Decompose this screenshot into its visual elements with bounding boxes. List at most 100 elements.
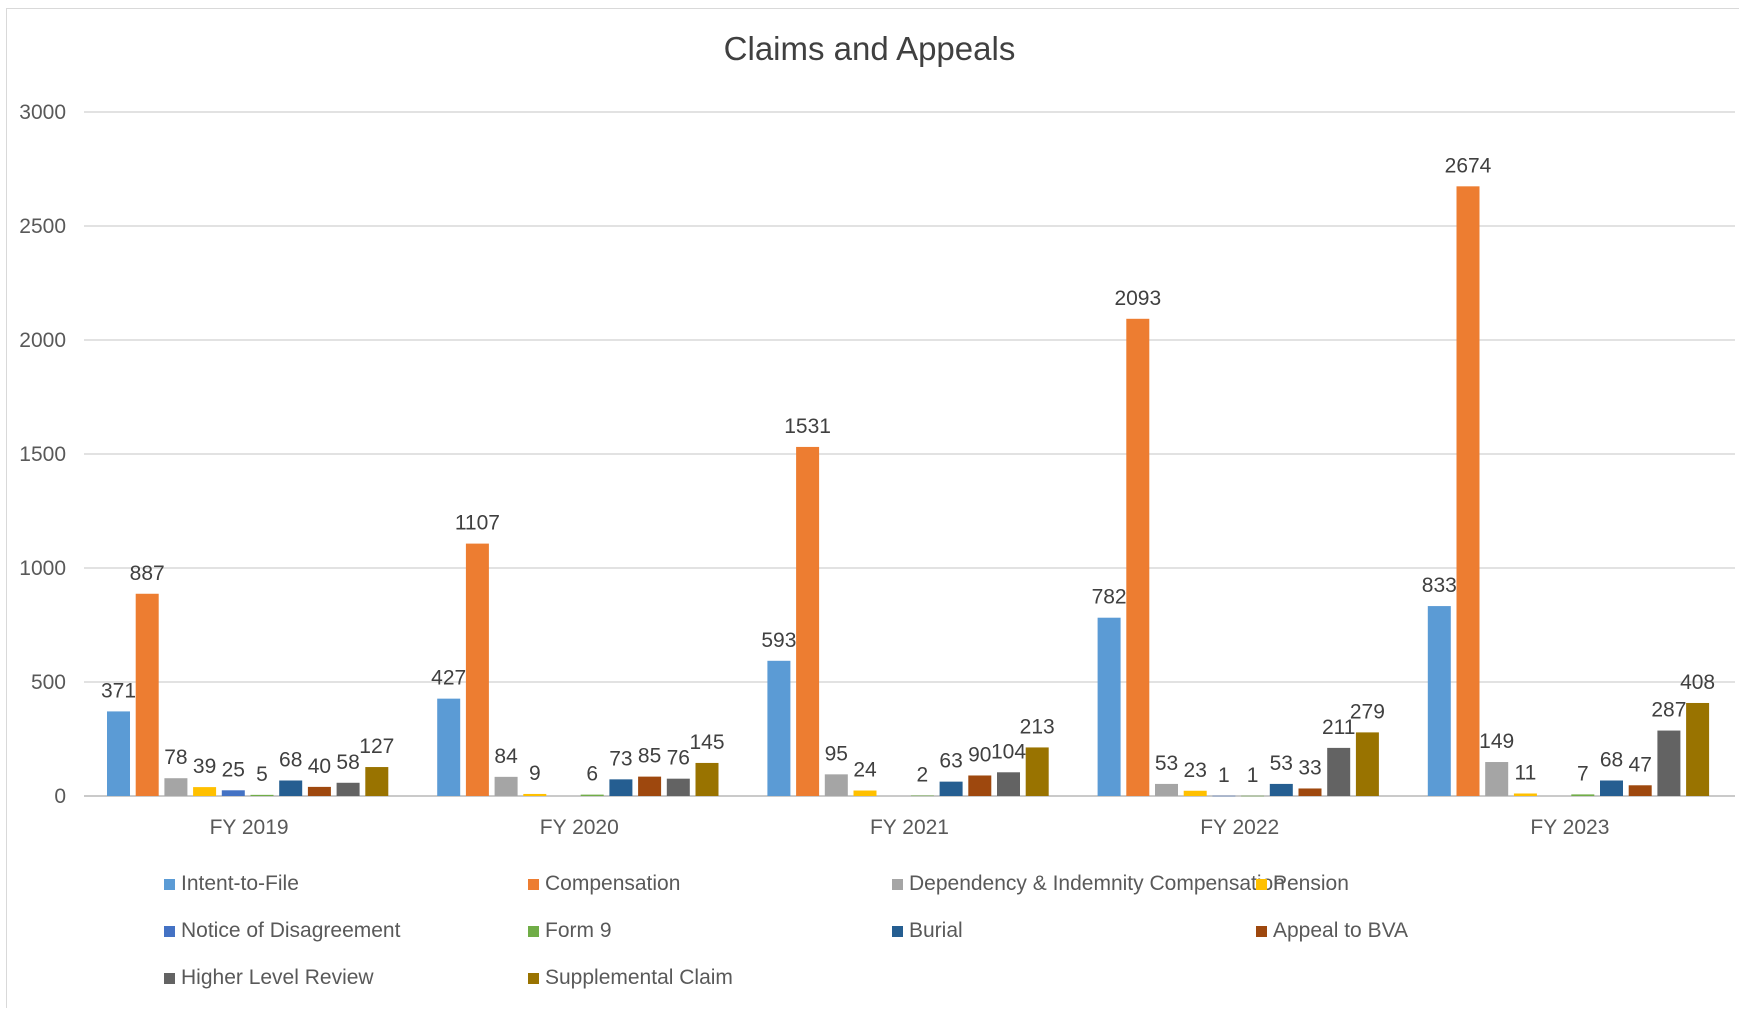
data-label: 84 xyxy=(494,745,518,768)
chart-title: Claims and Appeals xyxy=(723,30,1016,67)
x-tick-label: FY 2023 xyxy=(1530,816,1609,839)
data-label: 78 xyxy=(164,746,187,769)
y-tick-label: 500 xyxy=(31,671,66,694)
data-label: 40 xyxy=(308,755,331,778)
bar xyxy=(1571,794,1595,796)
bar xyxy=(1355,732,1379,796)
bar xyxy=(767,660,791,796)
bar xyxy=(135,593,159,796)
bar xyxy=(307,786,331,796)
data-label: 1 xyxy=(1218,764,1230,787)
bar xyxy=(465,543,489,796)
bar xyxy=(695,762,719,796)
data-label: 76 xyxy=(667,747,690,770)
bar xyxy=(1456,186,1480,796)
data-label: 887 xyxy=(130,562,165,585)
data-label: 1107 xyxy=(455,512,500,535)
y-tick-label: 2000 xyxy=(19,329,66,352)
bar xyxy=(1269,783,1293,796)
data-label: 58 xyxy=(336,751,359,774)
data-label: 371 xyxy=(101,679,136,702)
y-tick-label: 3000 xyxy=(19,101,66,124)
data-label: 213 xyxy=(1020,715,1055,738)
data-label: 2093 xyxy=(1114,287,1161,310)
data-label: 95 xyxy=(825,742,848,765)
bar xyxy=(1485,762,1509,796)
bar xyxy=(523,793,547,796)
bar xyxy=(1298,788,1322,796)
y-tick-label: 0 xyxy=(54,785,66,808)
data-label: 1531 xyxy=(784,415,831,438)
bar xyxy=(107,711,130,796)
bar xyxy=(997,772,1020,796)
bar xyxy=(1212,795,1236,797)
bar xyxy=(1686,702,1710,796)
data-label: 33 xyxy=(1298,756,1321,779)
data-label: 2 xyxy=(917,764,929,787)
bar xyxy=(164,778,188,796)
data-label: 287 xyxy=(1651,699,1686,722)
bar xyxy=(1183,790,1207,796)
data-label: 47 xyxy=(1629,753,1652,776)
bar xyxy=(1513,793,1537,796)
bar xyxy=(1241,795,1265,797)
data-label: 149 xyxy=(1479,730,1514,753)
data-label: 593 xyxy=(761,629,796,652)
data-label: 68 xyxy=(1600,748,1623,771)
data-label: 73 xyxy=(609,747,632,770)
bar xyxy=(939,781,963,796)
data-label: 23 xyxy=(1184,759,1207,782)
data-label: 68 xyxy=(279,748,302,771)
bar xyxy=(1126,318,1150,796)
data-label: 833 xyxy=(1422,574,1457,597)
x-tick-label: FY 2019 xyxy=(210,816,289,839)
data-label: 11 xyxy=(1514,761,1536,784)
data-label: 5 xyxy=(256,763,268,786)
bar xyxy=(824,774,848,796)
bar xyxy=(910,795,934,797)
bar xyxy=(968,775,992,796)
bar xyxy=(666,778,690,796)
bar xyxy=(336,782,360,796)
y-tick-label: 1500 xyxy=(19,443,66,466)
bar xyxy=(609,779,633,796)
data-label: 104 xyxy=(991,740,1026,763)
bar xyxy=(494,776,518,796)
data-label: 427 xyxy=(431,667,466,690)
y-tick-label: 1000 xyxy=(19,557,66,580)
bar xyxy=(796,446,820,796)
data-label: 279 xyxy=(1350,700,1385,723)
bar xyxy=(1155,783,1178,796)
bar xyxy=(1628,785,1652,796)
data-label: 63 xyxy=(939,750,962,773)
bar xyxy=(279,780,303,796)
bar xyxy=(638,776,662,796)
bar xyxy=(853,790,877,796)
data-label: 7 xyxy=(1577,762,1589,785)
data-label: 127 xyxy=(359,735,394,758)
bar xyxy=(437,698,461,796)
bar xyxy=(193,787,217,796)
y-tick-label: 2500 xyxy=(19,215,66,238)
data-label: 25 xyxy=(222,758,245,781)
data-label: 53 xyxy=(1155,752,1178,775)
bar xyxy=(221,790,245,796)
bar xyxy=(1097,617,1121,796)
bar xyxy=(1327,747,1351,796)
x-tick-label: FY 2020 xyxy=(540,816,619,839)
data-label: 53 xyxy=(1270,752,1293,775)
bar xyxy=(250,794,274,796)
x-tick-label: FY 2022 xyxy=(1200,816,1279,839)
data-label: 211 xyxy=(1322,716,1355,739)
bar xyxy=(1427,606,1451,796)
data-label: 145 xyxy=(689,731,724,754)
bar xyxy=(580,794,604,796)
x-tick-label: FY 2021 xyxy=(870,816,949,839)
data-label: 1 xyxy=(1247,764,1259,787)
data-label: 2674 xyxy=(1445,154,1492,177)
data-label: 408 xyxy=(1680,671,1715,694)
data-label: 90 xyxy=(968,743,991,766)
data-label: 85 xyxy=(638,745,661,768)
bar xyxy=(365,767,389,796)
